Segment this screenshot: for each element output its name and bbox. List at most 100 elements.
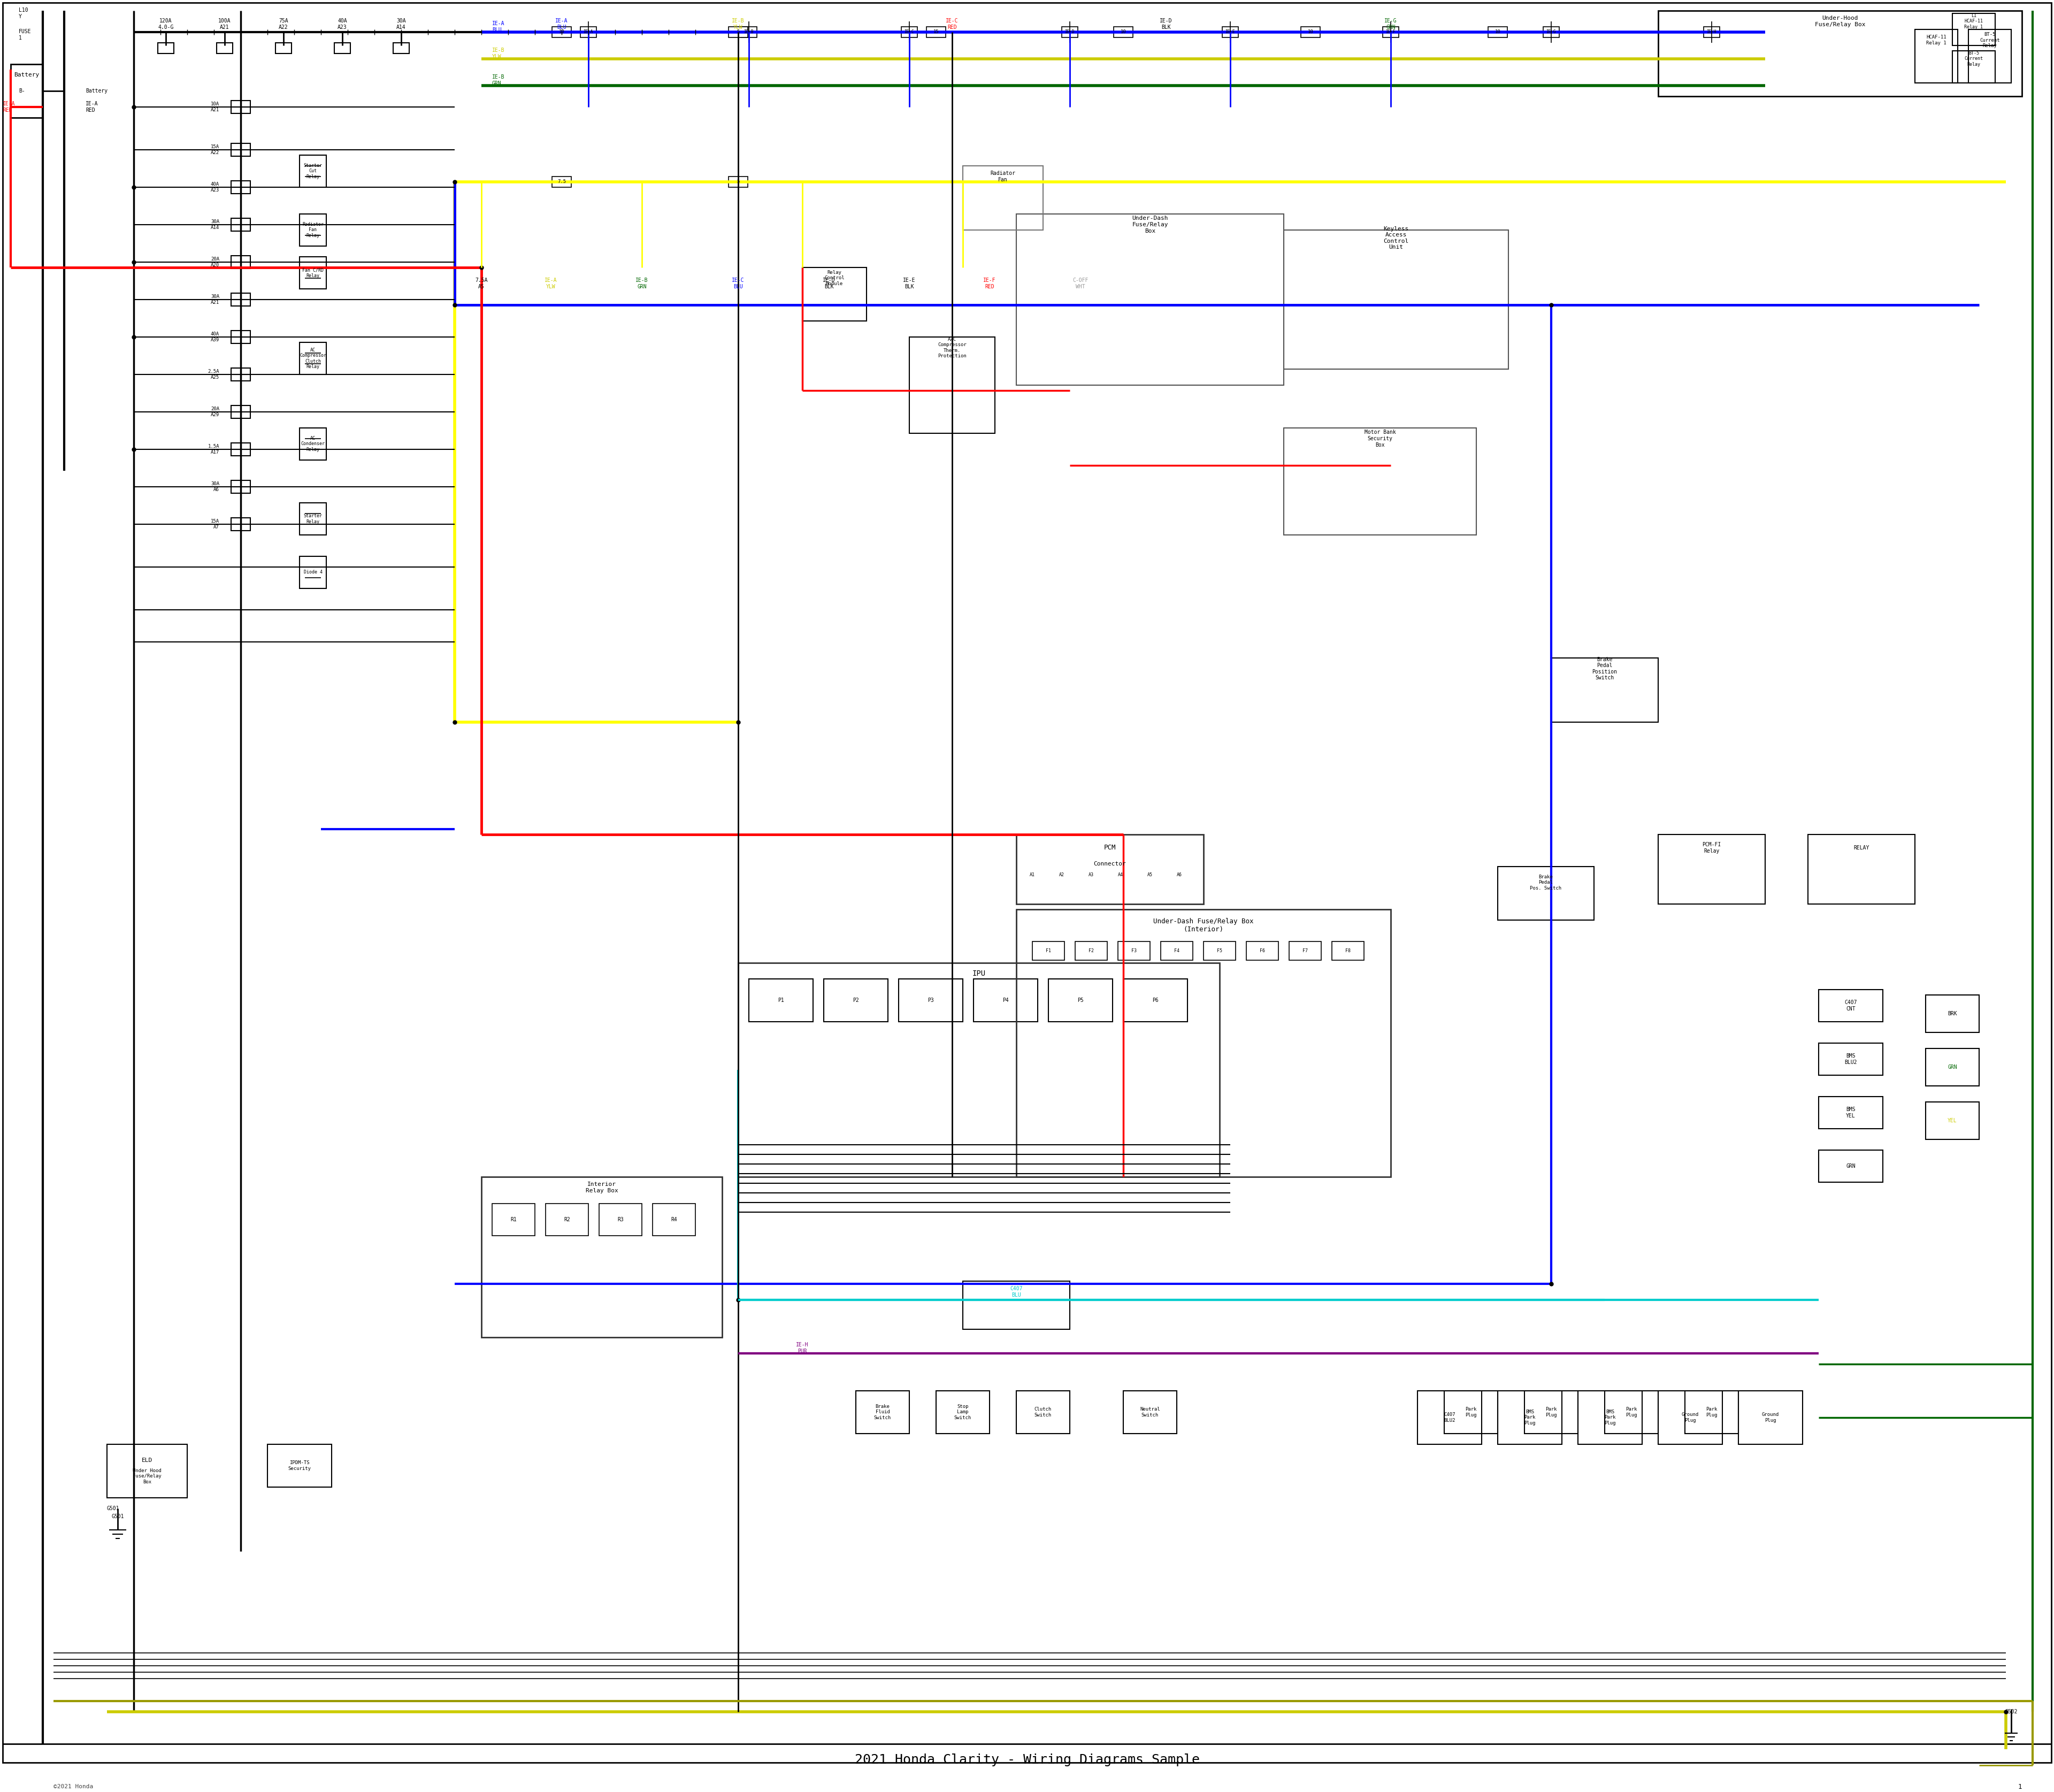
Text: BRK: BRK bbox=[1947, 1011, 1957, 1016]
Bar bbox=[1658, 11, 2021, 97]
Bar bbox=[1331, 941, 1364, 961]
Text: 40A
A23: 40A A23 bbox=[337, 18, 347, 30]
Bar bbox=[1497, 867, 1594, 919]
Text: IE-D
BLK: IE-D BLK bbox=[824, 278, 836, 289]
Text: P4: P4 bbox=[1002, 998, 1009, 1004]
Text: IE-B
GRN: IE-B GRN bbox=[493, 75, 505, 86]
Text: RELAY: RELAY bbox=[1853, 846, 1869, 851]
Bar bbox=[1968, 29, 2011, 82]
Bar bbox=[1604, 1391, 1658, 1434]
Text: A4: A4 bbox=[1117, 873, 1124, 876]
Text: F8: F8 bbox=[1345, 948, 1352, 953]
Bar bbox=[1497, 1391, 1561, 1444]
Text: IE-A
RED: IE-A RED bbox=[86, 100, 99, 113]
Text: IE-H: IE-H bbox=[1707, 30, 1717, 34]
Bar bbox=[803, 267, 867, 321]
Text: F5: F5 bbox=[1216, 948, 1222, 953]
Text: 40A
A23: 40A A23 bbox=[212, 183, 220, 192]
Text: G502: G502 bbox=[2005, 1710, 2017, 1715]
Bar bbox=[230, 518, 251, 530]
Bar bbox=[1818, 1043, 1884, 1075]
Text: 10: 10 bbox=[1308, 30, 1313, 34]
Text: Brake
Pedal
Pos. Switch: Brake Pedal Pos. Switch bbox=[1530, 874, 1561, 891]
Bar bbox=[300, 428, 327, 461]
Bar bbox=[1113, 27, 1134, 38]
Text: A6: A6 bbox=[1177, 873, 1183, 876]
Text: 40A
A39: 40A A39 bbox=[212, 332, 220, 342]
Bar bbox=[230, 330, 251, 344]
Text: C407
CNT: C407 CNT bbox=[1844, 1000, 1857, 1011]
Text: 120A
4.0-G: 120A 4.0-G bbox=[158, 18, 175, 30]
Text: L1
HCAF-11
Relay 1: L1 HCAF-11 Relay 1 bbox=[1964, 13, 1982, 29]
Bar bbox=[300, 504, 327, 536]
Text: IE-B
GRN: IE-B GRN bbox=[635, 278, 649, 289]
Text: AC
Compressor
Clutch
Relay: AC Compressor Clutch Relay bbox=[300, 348, 327, 369]
Text: 30A
A14: 30A A14 bbox=[396, 18, 407, 30]
Text: Starter
Relay: Starter Relay bbox=[304, 514, 322, 523]
Text: 10: 10 bbox=[1119, 30, 1126, 34]
Text: C407
BLU: C407 BLU bbox=[1011, 1287, 1023, 1297]
Bar bbox=[1300, 27, 1321, 38]
Text: IE-B
YLW: IE-B YLW bbox=[493, 48, 505, 59]
Bar bbox=[824, 978, 887, 1021]
Text: Radiator
Fan
Relay: Radiator Fan Relay bbox=[302, 222, 325, 238]
Text: Park
Plug: Park Plug bbox=[1465, 1407, 1477, 1417]
Text: C-OFF
WHT: C-OFF WHT bbox=[1072, 278, 1089, 289]
Bar bbox=[737, 962, 1220, 1177]
Text: BMS
Park
Plug: BMS Park Plug bbox=[1604, 1410, 1616, 1425]
Bar bbox=[1017, 909, 1391, 1177]
Bar bbox=[230, 219, 251, 231]
Text: 30A
A21: 30A A21 bbox=[212, 294, 220, 305]
Text: IE-D
BLK: IE-D BLK bbox=[1161, 18, 1173, 30]
Text: BT-5
Current
Relay: BT-5 Current Relay bbox=[1964, 50, 1982, 66]
Text: IPU: IPU bbox=[972, 969, 986, 977]
Bar bbox=[1124, 978, 1187, 1021]
Text: Ground
Plug: Ground Plug bbox=[1762, 1412, 1779, 1423]
Text: Clutch
Switch: Clutch Switch bbox=[1035, 1407, 1052, 1417]
Bar bbox=[1074, 941, 1107, 961]
Bar bbox=[493, 1204, 534, 1236]
Bar bbox=[553, 177, 571, 186]
Bar bbox=[300, 256, 327, 289]
Bar bbox=[1524, 1391, 1577, 1434]
Bar bbox=[230, 367, 251, 382]
Bar bbox=[230, 443, 251, 455]
Text: 10: 10 bbox=[559, 30, 565, 34]
Bar bbox=[1703, 27, 1719, 38]
Text: PCM-FI
Relay: PCM-FI Relay bbox=[1703, 842, 1721, 853]
Text: Under-Hood
Fuse/Relay Box: Under-Hood Fuse/Relay Box bbox=[1816, 16, 1865, 27]
Text: P1: P1 bbox=[778, 998, 785, 1004]
Text: IE-A: IE-A bbox=[583, 30, 594, 34]
Text: Starter
Cut
Relay: Starter Cut Relay bbox=[304, 163, 322, 179]
Bar bbox=[1927, 995, 1980, 1032]
Text: IE-G
GRN: IE-G GRN bbox=[1384, 18, 1397, 30]
Bar bbox=[1444, 1391, 1497, 1434]
Bar bbox=[1124, 1391, 1177, 1434]
Bar bbox=[1543, 27, 1559, 38]
Text: P6: P6 bbox=[1152, 998, 1158, 1004]
Text: A3: A3 bbox=[1089, 873, 1095, 876]
Bar bbox=[1284, 229, 1508, 369]
Text: R3: R3 bbox=[618, 1217, 624, 1222]
Bar bbox=[750, 978, 813, 1021]
Text: F4: F4 bbox=[1175, 948, 1179, 953]
Bar bbox=[926, 27, 945, 38]
Text: IE-A
BLU: IE-A BLU bbox=[555, 18, 567, 30]
Text: IE-F: IE-F bbox=[1386, 30, 1395, 34]
Bar bbox=[1117, 941, 1150, 961]
Text: R1: R1 bbox=[509, 1217, 518, 1222]
Text: 2.5A
A25: 2.5A A25 bbox=[207, 369, 220, 380]
Text: Brake
Fluid
Switch: Brake Fluid Switch bbox=[873, 1405, 891, 1421]
Text: HCAF-11
Relay 1: HCAF-11 Relay 1 bbox=[1927, 34, 1947, 45]
Bar bbox=[300, 213, 327, 246]
Text: ©2021 Honda: ©2021 Honda bbox=[53, 1785, 92, 1790]
Text: P3: P3 bbox=[928, 998, 935, 1004]
Text: 1: 1 bbox=[2017, 1783, 2021, 1790]
Bar bbox=[230, 181, 251, 194]
Bar bbox=[1927, 1048, 1980, 1086]
Bar bbox=[1818, 1097, 1884, 1129]
Text: 20A
A20: 20A A20 bbox=[212, 256, 220, 267]
Text: 7.5: 7.5 bbox=[557, 179, 567, 185]
Text: IE-A
RED: IE-A RED bbox=[2, 100, 14, 113]
Text: Fan C/RD
Relay: Fan C/RD Relay bbox=[302, 267, 325, 278]
